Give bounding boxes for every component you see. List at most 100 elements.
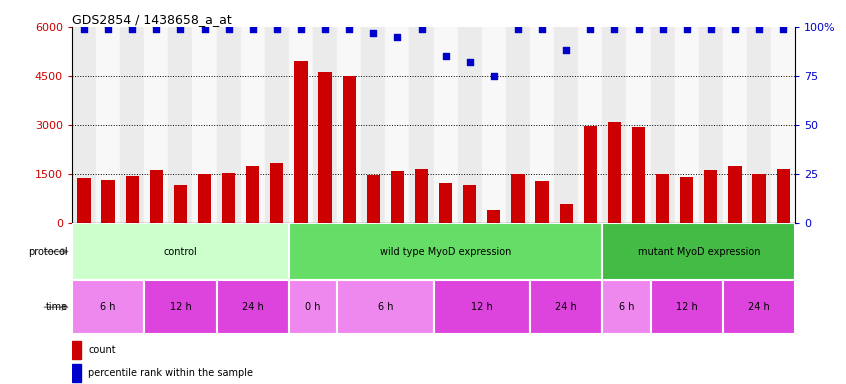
Bar xyxy=(722,27,747,223)
Bar xyxy=(699,27,722,223)
Point xyxy=(777,26,790,32)
Point xyxy=(463,59,476,65)
Text: percentile rank within the sample: percentile rank within the sample xyxy=(88,368,253,378)
Bar xyxy=(120,27,144,223)
Point xyxy=(173,26,187,32)
Bar xyxy=(318,72,332,223)
Point xyxy=(559,47,573,53)
Bar xyxy=(651,27,674,223)
Text: mutant MyoD expression: mutant MyoD expression xyxy=(638,247,760,257)
Bar xyxy=(511,174,525,223)
Point xyxy=(656,26,669,32)
Bar xyxy=(217,280,288,334)
Bar xyxy=(674,27,699,223)
Point xyxy=(511,26,525,32)
Bar xyxy=(217,27,240,223)
Text: 12 h: 12 h xyxy=(676,302,698,312)
Bar xyxy=(554,27,578,223)
Bar xyxy=(602,280,651,334)
Point xyxy=(270,26,283,32)
Point xyxy=(391,34,404,40)
Bar xyxy=(222,173,235,223)
Bar xyxy=(72,280,144,334)
Bar xyxy=(584,126,597,223)
Bar xyxy=(487,210,501,223)
Bar xyxy=(265,27,288,223)
Bar xyxy=(361,27,385,223)
Point xyxy=(246,26,260,32)
Bar xyxy=(72,364,81,382)
Bar xyxy=(72,223,288,280)
Bar xyxy=(656,174,669,223)
Bar xyxy=(607,121,621,223)
Text: 24 h: 24 h xyxy=(242,302,264,312)
Bar xyxy=(530,27,554,223)
Bar xyxy=(72,27,96,223)
Bar xyxy=(777,169,790,223)
Point xyxy=(536,26,549,32)
Bar xyxy=(728,166,742,223)
Point xyxy=(632,26,645,32)
Point xyxy=(150,26,163,32)
Bar xyxy=(626,27,651,223)
Bar xyxy=(439,182,453,223)
Bar xyxy=(458,27,481,223)
Point xyxy=(198,26,212,32)
Bar xyxy=(578,27,602,223)
Bar xyxy=(337,280,433,334)
Bar xyxy=(506,27,530,223)
Bar xyxy=(651,280,722,334)
Bar xyxy=(343,76,356,223)
Bar xyxy=(125,176,139,223)
Text: 12 h: 12 h xyxy=(471,302,492,312)
Bar xyxy=(602,223,795,280)
Bar xyxy=(433,280,530,334)
Bar xyxy=(366,175,380,223)
Bar xyxy=(536,181,549,223)
Point xyxy=(294,26,308,32)
Bar xyxy=(240,27,265,223)
Bar xyxy=(747,27,771,223)
Bar xyxy=(559,204,573,223)
Bar xyxy=(77,178,91,223)
Bar xyxy=(391,171,404,223)
Bar xyxy=(198,174,212,223)
Point xyxy=(584,26,597,32)
Bar xyxy=(246,166,260,223)
Bar xyxy=(288,27,313,223)
Bar xyxy=(96,27,120,223)
Point xyxy=(366,30,380,36)
Point xyxy=(728,26,742,32)
Text: 6 h: 6 h xyxy=(101,302,116,312)
Bar xyxy=(144,280,217,334)
Bar xyxy=(481,27,506,223)
Text: count: count xyxy=(88,345,116,355)
Bar xyxy=(173,185,187,223)
Point xyxy=(487,73,501,79)
Text: 24 h: 24 h xyxy=(748,302,770,312)
Point xyxy=(222,26,235,32)
Point xyxy=(318,26,332,32)
Point xyxy=(77,26,91,32)
Bar xyxy=(144,27,168,223)
Bar xyxy=(294,61,308,223)
Point xyxy=(752,26,766,32)
Bar xyxy=(409,27,433,223)
Bar xyxy=(632,127,645,223)
Point xyxy=(102,26,115,32)
Bar xyxy=(602,27,626,223)
Text: protocol: protocol xyxy=(28,247,68,257)
Bar xyxy=(385,27,409,223)
Bar xyxy=(722,280,795,334)
Bar xyxy=(313,27,337,223)
Bar xyxy=(530,280,602,334)
Text: 0 h: 0 h xyxy=(305,302,321,312)
Text: 6 h: 6 h xyxy=(377,302,393,312)
Bar xyxy=(192,27,217,223)
Bar xyxy=(168,27,192,223)
Point xyxy=(607,26,621,32)
Text: wild type MyoD expression: wild type MyoD expression xyxy=(380,247,511,257)
Text: GDS2854 / 1438658_a_at: GDS2854 / 1438658_a_at xyxy=(72,13,232,26)
Bar xyxy=(771,27,795,223)
Bar xyxy=(102,180,115,223)
